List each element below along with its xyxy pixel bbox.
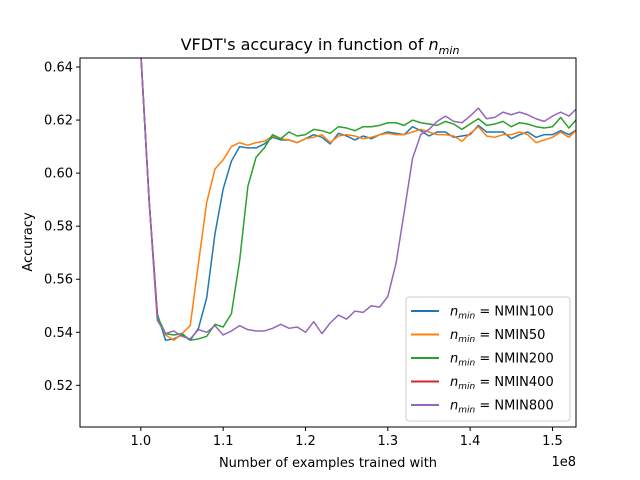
legend-label: nmin = NMIN100 [450,305,554,322]
plot-frame [79,57,577,428]
y-axis-label: Accuracy [21,212,36,272]
legend-items: nmin = NMIN100 nmin = NMIN50 nmin = NMIN20… [411,305,554,416]
y-tick-label: 0.52 [44,379,73,394]
x-tick-label: 1.1 [213,434,234,449]
x-tick-label: 1.2 [295,434,316,449]
legend-label: nmin = NMIN800 [450,399,554,416]
legend-label: nmin = NMIN400 [450,375,554,392]
y-tick-label: 0.54 [44,326,73,341]
x-tick-label: 1.3 [377,434,398,449]
y-tick-label: 0.62 [44,114,73,129]
legend-label: nmin = NMIN50 [450,328,545,345]
legend-entry-nmin800: nmin = NMIN800 [411,399,554,416]
x-tick-label: 1.4 [460,434,481,449]
y-axis: 0.52 0.54 0.56 0.58 0.60 0.62 0.64 [44,61,80,394]
y-tick-label: 0.58 [44,220,73,235]
legend-box [405,296,571,422]
legend: nmin = NMIN100 nmin = NMIN50 nmin = NMIN20… [405,296,571,422]
y-tick-label: 0.64 [44,61,73,76]
x-axis-label: Number of examples trained with [219,456,437,471]
series-line-nmin50 [140,58,576,341]
x-axis-offset-label: 1e8 [551,455,576,470]
legend-entry-nmin100: nmin = NMIN100 [411,305,554,322]
x-tick-label: 1.5 [542,434,563,449]
y-tick-label: 0.56 [44,273,73,288]
legend-label: nmin = NMIN200 [450,352,554,369]
x-axis: 1.0 1.1 1.2 1.3 1.4 1.5 [130,427,563,449]
plot-area [79,57,577,428]
series-layer [140,58,576,341]
series-line-nmin800 [140,58,576,340]
legend-entry-nmin400: nmin = NMIN400 [411,375,554,392]
x-tick-label: 1.0 [130,434,151,449]
y-tick-label: 0.60 [44,167,73,182]
chart-title: VFDT's accuracy in function of nmin [181,35,460,57]
legend-entry-nmin50: nmin = NMIN50 [411,328,545,345]
legend-entry-nmin200: nmin = NMIN200 [411,352,554,369]
